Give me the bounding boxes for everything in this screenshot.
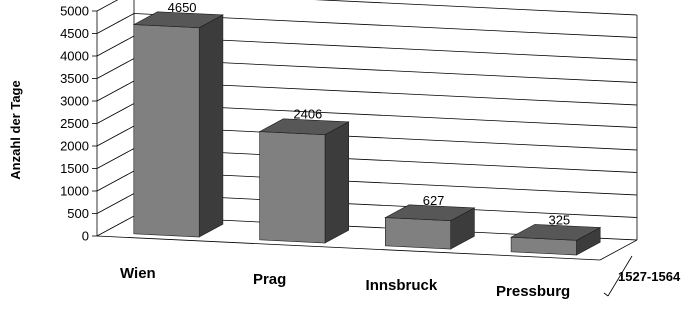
bar-pressburg <box>510 224 602 256</box>
bar-innsbruck <box>384 204 476 250</box>
floor-front-edge <box>96 235 601 261</box>
gridline-side <box>96 35 135 57</box>
gridline-side <box>96 193 135 214</box>
series-axis-tick <box>603 292 609 297</box>
y-tick-label: 3500 <box>60 71 89 86</box>
bar-wien <box>132 11 224 238</box>
bar-top <box>384 204 476 222</box>
gridline <box>314 0 638 16</box>
gridline-side <box>96 148 135 169</box>
y-tick-label: 500 <box>67 206 89 221</box>
gridline-side <box>96 125 135 147</box>
y-tick-label: 0 <box>82 229 89 244</box>
bar-top <box>132 11 224 29</box>
gridline-side <box>96 103 135 124</box>
y-tick-label: 4000 <box>60 49 89 64</box>
y-tick-label: 1000 <box>60 184 89 199</box>
y-tick-label: 1500 <box>60 161 89 176</box>
y-tick-label: 5000 <box>60 4 89 19</box>
bar-top <box>258 118 350 136</box>
gridline-side <box>96 215 135 237</box>
category-label: Wien <box>120 265 156 282</box>
y-tick-label: 3000 <box>60 94 89 109</box>
category-label: Prag <box>253 271 286 288</box>
floor-right-edge <box>599 239 638 261</box>
series-axis-label: 1527-1564 <box>618 269 681 284</box>
y-tick-label: 2500 <box>60 116 89 131</box>
bar-side <box>324 121 350 244</box>
y-tick-label: 4500 <box>60 26 89 41</box>
data-label: 4650 <box>168 0 197 15</box>
data-label: 627 <box>423 193 445 208</box>
gridline-side <box>96 58 135 79</box>
y-tick-label: 2000 <box>60 139 89 154</box>
bar-front <box>133 24 200 238</box>
gridline-side <box>96 80 135 102</box>
bar-front <box>384 217 452 250</box>
gridline-side <box>96 0 119 12</box>
data-label: 2406 <box>293 107 322 122</box>
gridline-side <box>96 170 135 192</box>
labels: Anzahl der Tage 1527-1564 0 500 1000 1500 20… <box>8 0 681 300</box>
bar-prag <box>258 118 350 244</box>
category-label: Innsbruck <box>366 277 438 294</box>
bars <box>132 11 602 256</box>
gridline-side <box>96 13 135 34</box>
bar-side <box>198 14 224 238</box>
bar-front <box>259 131 326 244</box>
data-label: 325 <box>548 212 570 227</box>
y-axis-label: Anzahl der Tage <box>8 80 23 179</box>
category-label: Pressburg <box>496 283 570 300</box>
bar-top <box>510 224 602 241</box>
series-axis <box>607 255 633 297</box>
